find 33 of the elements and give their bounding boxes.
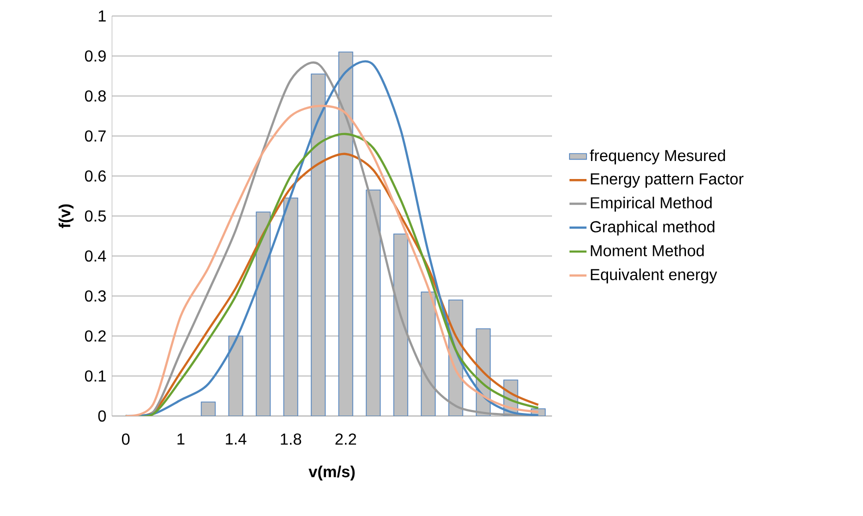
bar — [201, 402, 216, 416]
x-tick-label: 1.8 — [280, 434, 302, 445]
y-tick-label: 0.5 — [84, 210, 106, 222]
legend-label: Graphical method — [590, 220, 714, 236]
bar — [228, 336, 244, 416]
bar — [310, 74, 326, 416]
x-tick-label: 1 — [178, 433, 184, 444]
y-axis-title: f(v) — [58, 204, 74, 228]
legend-label: Equivalent energy — [590, 268, 718, 284]
bar — [393, 234, 408, 416]
legend-label: Moment Method — [590, 244, 704, 256]
y-tick-label: 0.3 — [84, 290, 106, 302]
y-tick-label: 0.4 — [84, 250, 106, 262]
y-tick-label: 0.1 — [84, 370, 106, 382]
legend-label: frequency Mesured — [590, 149, 725, 164]
y-tick-label: 0.6 — [84, 170, 106, 182]
y-tick-label: 0.2 — [84, 330, 106, 342]
legend-label: Energy pattern Factor — [590, 173, 744, 188]
y-tick-label: 1 — [98, 10, 106, 22]
x-tick-label: 0 — [122, 434, 130, 445]
bar — [256, 212, 271, 416]
bar — [283, 198, 298, 416]
x-axis-title: v(m/s) — [308, 466, 355, 480]
y-tick-label: 0.7 — [84, 130, 106, 142]
y-tick-label: 0 — [98, 410, 106, 422]
y-tick-label: 0.9 — [84, 50, 106, 62]
legend-label: Empirical Method — [590, 196, 712, 212]
x-tick-label: 1.4 — [226, 433, 246, 444]
x-tick-label: 2.2 — [335, 434, 356, 445]
bar — [366, 190, 381, 416]
bar — [420, 292, 436, 416]
bar — [338, 52, 354, 416]
y-tick-label: 0.8 — [84, 90, 106, 102]
